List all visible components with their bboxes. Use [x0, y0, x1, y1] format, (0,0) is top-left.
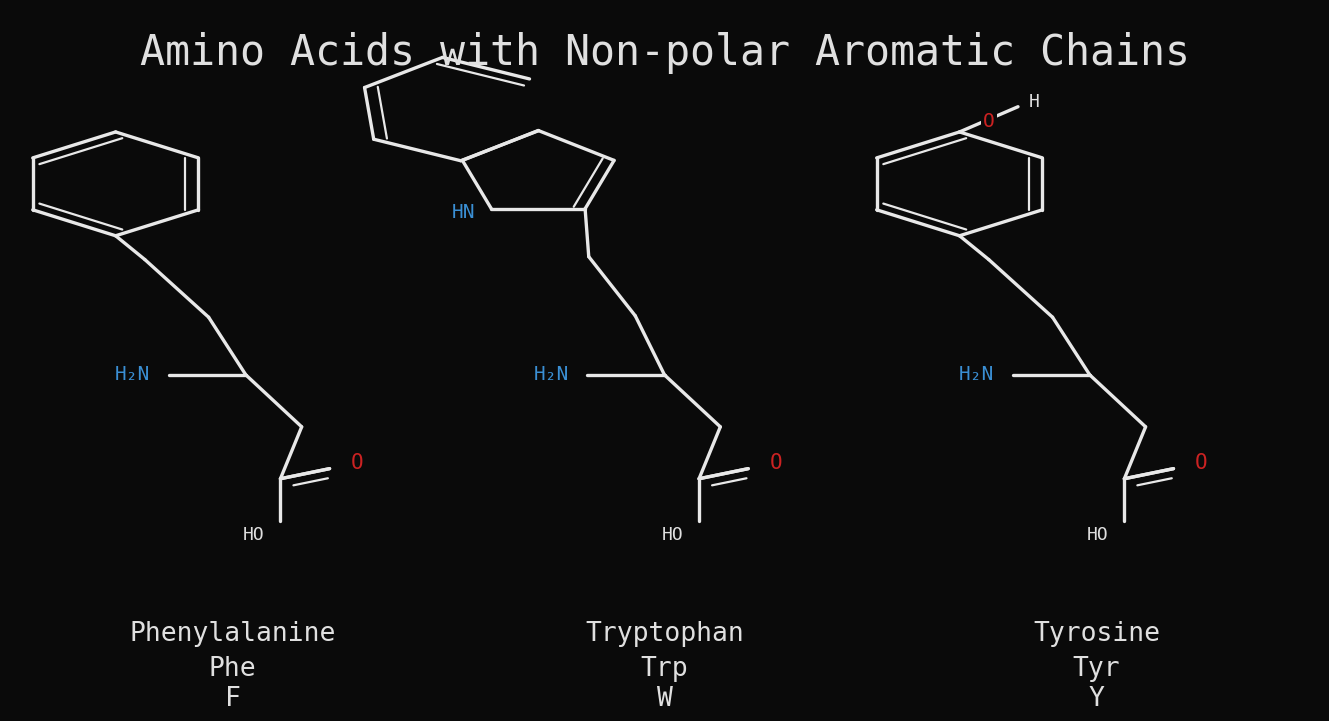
Text: W: W — [657, 686, 672, 712]
Text: F: F — [225, 686, 241, 712]
Text: Tyrosine: Tyrosine — [1033, 622, 1160, 647]
Text: Y: Y — [1088, 686, 1104, 712]
Text: H₂N: H₂N — [114, 366, 150, 384]
Text: HN: HN — [452, 203, 476, 222]
Text: Trp: Trp — [641, 656, 688, 682]
Text: Tryptophan: Tryptophan — [585, 622, 744, 647]
Text: O: O — [769, 453, 783, 473]
Text: O: O — [351, 453, 364, 473]
Text: Phenylalanine: Phenylalanine — [129, 622, 336, 647]
Text: H: H — [1029, 93, 1039, 110]
Text: Tyr: Tyr — [1073, 656, 1120, 682]
Text: O: O — [983, 112, 994, 131]
Text: H₂N: H₂N — [958, 366, 994, 384]
Text: H₂N: H₂N — [533, 366, 569, 384]
Text: O: O — [1195, 453, 1208, 473]
Text: HO: HO — [662, 526, 683, 544]
Text: HO: HO — [1087, 526, 1108, 544]
Text: Amino Acids with Non-polar Aromatic Chains: Amino Acids with Non-polar Aromatic Chai… — [140, 32, 1189, 74]
Text: Phe: Phe — [209, 656, 256, 682]
Text: HO: HO — [243, 526, 264, 544]
